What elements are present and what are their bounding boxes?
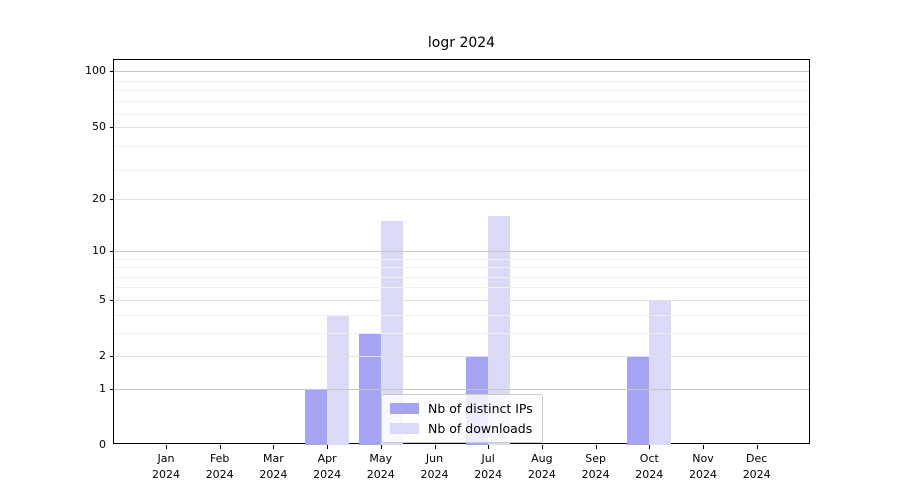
legend-label-ips: Nb of distinct IPs bbox=[428, 401, 533, 416]
gridline-minor bbox=[114, 258, 809, 260]
legend: Nb of distinct IPs Nb of downloads bbox=[381, 394, 543, 443]
x-tick-mark bbox=[488, 445, 490, 449]
bar-downloads-jul bbox=[488, 215, 511, 445]
gridline-major bbox=[114, 299, 809, 301]
gridline-decade bbox=[114, 250, 809, 252]
x-tick-mark bbox=[166, 445, 167, 449]
legend-swatch-ips-icon bbox=[390, 403, 419, 414]
x-tick-label-feb: Feb 2024 bbox=[205, 452, 234, 481]
gridline-major bbox=[114, 126, 809, 128]
x-tick-label-nov: Nov 2024 bbox=[689, 452, 717, 481]
y-tick-label: 10 bbox=[92, 243, 106, 257]
x-tick-mark bbox=[756, 445, 758, 449]
x-tick-mark bbox=[541, 445, 543, 449]
x-tick-mark bbox=[273, 445, 275, 449]
gridline-major bbox=[114, 198, 809, 200]
x-tick-label-mar: Mar 2024 bbox=[259, 452, 288, 481]
legend-swatch-downloads-icon bbox=[390, 423, 419, 434]
gridline-major bbox=[114, 356, 809, 358]
gridline-minor bbox=[114, 146, 809, 148]
x-tick-label-aug: Aug 2024 bbox=[527, 452, 556, 481]
x-tick-mark bbox=[649, 445, 651, 449]
x-tick-mark bbox=[703, 445, 704, 449]
y-tick-mark bbox=[110, 356, 114, 358]
x-tick-mark bbox=[434, 445, 436, 449]
bar-ips-oct bbox=[627, 356, 650, 445]
y-tick-label: 20 bbox=[92, 191, 106, 205]
gridline-minor bbox=[114, 113, 809, 115]
x-tick-label-jul: Jul 2024 bbox=[474, 452, 503, 481]
bar-ips-apr bbox=[305, 388, 328, 445]
legend-item-downloads: Nb of downloads bbox=[390, 421, 533, 436]
x-tick-label-may: May 2024 bbox=[366, 452, 395, 481]
gridline-decade bbox=[114, 388, 809, 390]
y-tick-label: 0 bbox=[99, 438, 106, 451]
gridline-minor bbox=[114, 101, 809, 103]
y-tick-mark bbox=[110, 250, 114, 252]
gridline-minor bbox=[114, 80, 809, 82]
legend-item-distinct-ips: Nb of distinct IPs bbox=[390, 401, 533, 416]
y-tick-mark bbox=[110, 198, 114, 200]
y-tick-mark bbox=[110, 299, 114, 301]
y-tick-mark bbox=[110, 126, 114, 128]
x-tick-label-sep: Sep 2024 bbox=[581, 452, 610, 481]
legend-label-downloads: Nb of downloads bbox=[428, 421, 533, 436]
y-tick-mark bbox=[110, 388, 114, 390]
gridline-minor bbox=[114, 287, 809, 289]
x-tick-label-jun: Jun 2024 bbox=[420, 452, 449, 481]
x-tick-mark bbox=[380, 445, 382, 449]
gridline-minor bbox=[114, 332, 809, 334]
gridline-decade bbox=[114, 71, 809, 73]
plot-area: Nb of distinct IPs Nb of downloads 0 1 2 5 1… bbox=[85, 59, 810, 481]
x-tick-mark bbox=[327, 445, 329, 449]
y-tick-label: 100 bbox=[85, 64, 106, 78]
y-tick-label: 2 bbox=[99, 349, 106, 363]
x-tick-mark bbox=[595, 445, 597, 449]
bar-downloads-oct bbox=[649, 299, 672, 445]
x-tick-mark bbox=[219, 445, 221, 449]
gridline-minor bbox=[114, 314, 809, 316]
gridline-minor bbox=[114, 169, 809, 171]
x-tick-label-dec: Dec 2024 bbox=[742, 452, 771, 481]
gridline-minor bbox=[114, 90, 809, 92]
gridline-minor bbox=[114, 267, 809, 269]
y-tick-label: 5 bbox=[99, 292, 106, 306]
x-tick-label-apr: Apr 2024 bbox=[313, 452, 342, 481]
chart-title: logr 2024 bbox=[427, 35, 496, 51]
x-tick-label-jan: Jan 2024 bbox=[152, 452, 180, 481]
y-tick-label: 1 bbox=[99, 381, 106, 395]
bar-downloads-apr bbox=[327, 314, 350, 445]
gridline-minor bbox=[114, 276, 809, 278]
y-tick-mark bbox=[110, 71, 114, 73]
x-tick-label-oct: Oct 2024 bbox=[635, 452, 664, 481]
y-tick-label: 50 bbox=[92, 119, 106, 133]
